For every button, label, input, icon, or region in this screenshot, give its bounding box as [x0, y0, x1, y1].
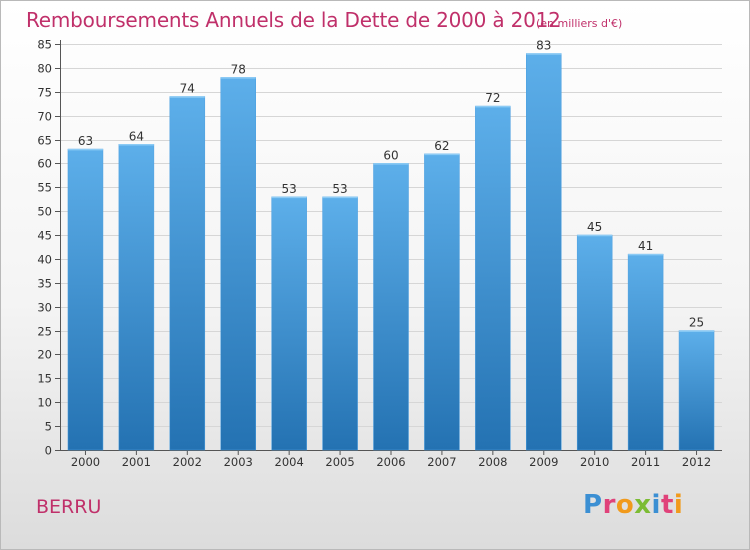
- y-tick-label: 85: [37, 38, 52, 52]
- data-label: 53: [332, 182, 347, 196]
- logo-letter: x: [634, 490, 652, 520]
- logo-letter: i: [673, 490, 684, 520]
- bar: [424, 153, 460, 451]
- y-tick-label: 10: [37, 396, 52, 410]
- data-label: 83: [536, 39, 551, 53]
- bar: [475, 105, 511, 451]
- y-tick-label: 40: [37, 253, 52, 267]
- x-tick-label: 2005: [325, 455, 354, 469]
- bar: [678, 330, 715, 451]
- x-tick-label: 2011: [631, 455, 660, 469]
- logo-letter: t: [660, 490, 674, 520]
- y-tick-label: 75: [37, 86, 52, 100]
- x-tick-label: 2008: [478, 455, 507, 469]
- bar: [627, 253, 664, 451]
- bar: [67, 148, 104, 451]
- data-label: 41: [638, 239, 653, 253]
- chart-subtitle: (en milliers d'€): [536, 17, 623, 30]
- chart-title: Remboursements Annuels de la Dette de 20…: [26, 8, 561, 32]
- bar: [373, 163, 409, 451]
- x-tick-label: 2009: [529, 455, 558, 469]
- x-tick-label: 2004: [275, 455, 304, 469]
- data-label: 74: [180, 82, 195, 96]
- data-label: 72: [485, 91, 500, 105]
- bar: [322, 196, 358, 451]
- data-label: 64: [129, 129, 144, 143]
- x-tick-label: 2006: [376, 455, 405, 469]
- bar: [576, 234, 613, 451]
- bar: [118, 144, 155, 451]
- data-label: 63: [78, 134, 93, 148]
- y-tick-label: 50: [37, 205, 52, 219]
- x-tick-label: 2010: [580, 455, 609, 469]
- y-tick-label: 30: [37, 301, 52, 315]
- proxiti-logo: Proxiti: [583, 490, 683, 520]
- y-tick-label: 70: [37, 110, 52, 124]
- y-tick-label: 65: [37, 134, 52, 148]
- data-label: 25: [689, 316, 704, 330]
- bars: [67, 53, 715, 451]
- x-tick-label: 2001: [122, 455, 151, 469]
- bar: [271, 196, 307, 451]
- y-tick-label: 25: [37, 325, 52, 339]
- bar: [220, 77, 256, 451]
- y-tick-label: 80: [37, 62, 52, 76]
- data-label: 62: [434, 139, 449, 153]
- bar: [169, 96, 206, 451]
- y-tick-label: 35: [37, 277, 52, 291]
- logo-letter: i: [651, 490, 661, 520]
- x-tick-label: 2000: [71, 455, 100, 469]
- data-label: 53: [282, 182, 297, 196]
- data-label: 78: [231, 62, 246, 76]
- logo-letter: r: [602, 490, 616, 520]
- axes: 0 5 10 15 20 25 30 35 40 45 50 55 60 65 70 75 80 85 2000 20…: [37, 38, 722, 469]
- x-tick-label: 2003: [224, 455, 253, 469]
- data-label: 60: [383, 148, 398, 162]
- y-tick-label: 0: [45, 444, 52, 458]
- y-tick-label: 60: [37, 157, 52, 171]
- logo-letter: P: [583, 490, 603, 520]
- x-tick-label: 2007: [427, 455, 456, 469]
- x-tick-label: 2012: [682, 455, 711, 469]
- data-labels: 63 64 74 78 53 53 60 62 72 83 45 41 25: [78, 39, 704, 330]
- bar: [526, 53, 562, 451]
- logo-letter: o: [615, 490, 635, 520]
- x-tick-label: 2002: [173, 455, 202, 469]
- y-tick-label: 55: [37, 181, 52, 195]
- data-label: 45: [587, 220, 602, 234]
- y-tick-label: 45: [37, 229, 52, 243]
- y-tick-label: 15: [37, 372, 52, 386]
- commune-name: BERRU: [36, 496, 102, 518]
- y-tick-label: 20: [37, 348, 52, 362]
- y-tick-label: 5: [45, 420, 52, 434]
